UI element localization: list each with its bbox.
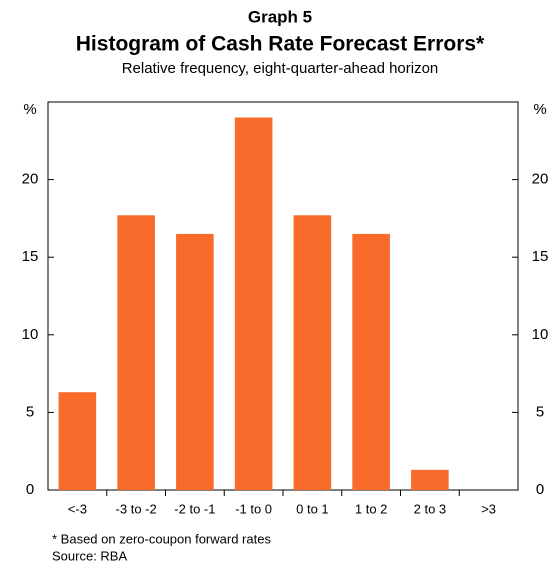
chart-title: Histogram of Cash Rate Forecast Errors* [76,33,485,56]
chart-subtitle: Relative frequency, eight-quarter-ahead … [122,60,439,77]
y-tick-label: 0 [26,481,34,498]
y-tick-label: 15 [22,248,39,265]
y-tick-label-right: 10 [532,326,549,343]
source: Source: RBA [52,548,127,563]
x-tick-label: -3 to -2 [116,501,157,516]
y-tick-label: 5 [26,403,34,420]
y-tick-label-right: 15 [532,248,549,265]
x-tick-label: 0 to 1 [296,501,329,516]
bar [117,215,155,490]
y-unit-right: % [533,101,546,118]
x-tick-label: -2 to -1 [174,501,215,516]
y-tick-label-right: 0 [536,481,544,498]
bar [293,215,332,490]
y-tick-label-right: 20 [532,171,549,188]
bar [411,469,449,490]
bar [176,233,214,491]
x-tick-label: 1 to 2 [355,501,388,516]
bar [234,117,273,491]
x-tick-label: >3 [481,501,496,516]
y-tick-label: 10 [22,326,39,343]
y-tick-label-right: 5 [536,403,544,420]
x-tick-label: -1 to 0 [235,501,272,516]
y-tick-label: 20 [22,171,39,188]
bar [352,233,390,491]
footnote: * Based on zero-coupon forward rates [52,531,271,546]
bar [58,392,97,490]
graph-label: Graph 5 [248,7,312,26]
x-tick-label: <-3 [68,501,87,516]
y-unit-left: % [23,101,36,118]
x-tick-label: 2 to 3 [414,501,447,516]
